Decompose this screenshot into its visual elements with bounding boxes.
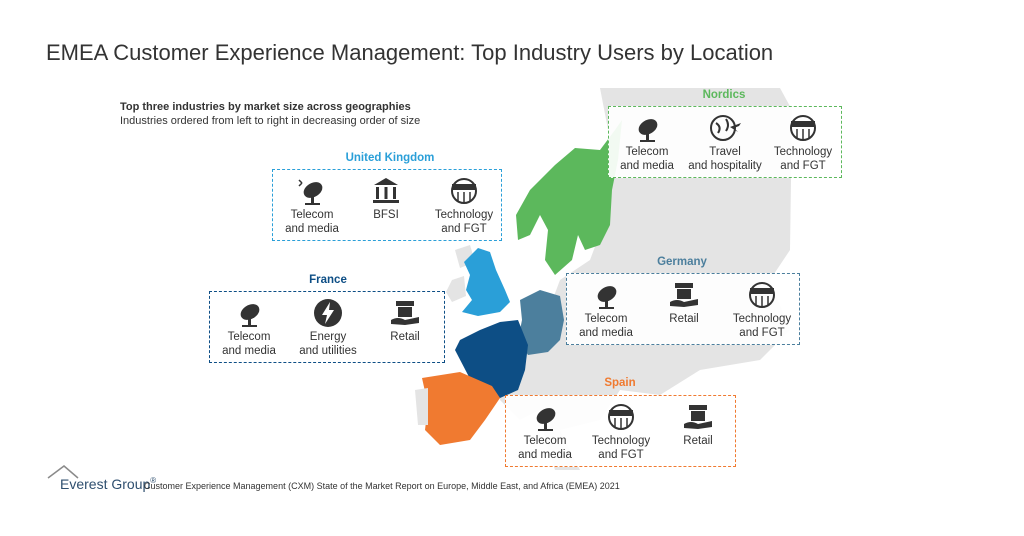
nordics-industry-3-label: Technology and FGT [773, 146, 833, 172]
nordics-industry-1: Telecom and media [602, 113, 692, 173]
technology-globe-icon [451, 178, 477, 204]
uk-region [462, 248, 510, 316]
satellite-dish-icon [298, 179, 323, 205]
uk-industry-1-label: Telecom and media [285, 209, 339, 235]
lightning-icon [314, 299, 342, 327]
spain-label: Spain [604, 377, 636, 389]
mountain-logo-icon [47, 465, 79, 479]
germany-industry-3-label: Technology and FGT [732, 313, 792, 339]
spain-industry-1-label: Telecom and media [518, 435, 572, 461]
france-industry-3: Retail [360, 298, 450, 344]
satellite-dish-icon [536, 408, 556, 431]
nordics-industry-1-label: Telecom and media [620, 146, 674, 172]
nordics-label: Nordics [702, 89, 746, 101]
germany-label: Germany [657, 256, 707, 268]
satellite-dish-icon [638, 119, 658, 142]
uk-industry-1: Telecom and media [267, 176, 357, 236]
footer: Everest Group® Customer Experience Manag… [46, 464, 746, 494]
subtitle: Industries ordered from left to right in… [120, 115, 421, 127]
uk-industry-3-label: Technology and FGT [434, 209, 494, 235]
spain-industry-3-label: Retail [683, 435, 713, 447]
france-industry-box: Telecom and media Energy and utilities Ret… [209, 291, 445, 363]
france-industry-1-label: Telecom and media [222, 331, 276, 357]
germany-industry-1-label: Telecom and media [579, 313, 633, 339]
satellite-dish-icon [597, 286, 617, 309]
france-industry-2-label: Energy and utilities [299, 331, 357, 357]
germany-industry-box: Telecom and media Retail Technology and FG… [566, 273, 800, 345]
retail-store-icon [684, 405, 712, 429]
spain-industry-2-label: Technology and FGT [591, 435, 651, 461]
france-label: France [309, 274, 347, 286]
germany-region [518, 290, 564, 355]
uk-industry-3: Technology and FGT [419, 176, 509, 236]
technology-globe-icon [790, 115, 816, 141]
uk-label: United Kingdom [345, 152, 435, 164]
bank-icon [373, 178, 399, 203]
spain-industry-box: Telecom and media Technology and FGT Retai… [505, 395, 736, 467]
france-industry-1: Telecom and media [204, 298, 294, 358]
everest-group-logo: Everest Group® [60, 476, 157, 492]
satellite-dish-icon [240, 304, 260, 327]
spain-industry-3: Retail [653, 402, 743, 448]
spain-industry-2: Technology and FGT [576, 402, 666, 462]
portugal-region [415, 388, 428, 425]
germany-industry-2: Retail [639, 280, 729, 326]
spain-industry-1: Telecom and media [500, 402, 590, 462]
retail-store-icon [670, 283, 698, 307]
germany-industry-3: Technology and FGT [717, 280, 807, 340]
nordics-industry-3: Technology and FGT [758, 113, 848, 173]
uk-industry-box: Telecom and media BFSI Technology and FGT [272, 169, 502, 241]
uk-industry-2-label: BFSI [373, 209, 399, 221]
subtitle-bold: Top three industries by market size acro… [120, 101, 411, 113]
legend-note: Top three industries by market size acro… [120, 100, 420, 128]
germany-industry-1: Telecom and media [561, 280, 651, 340]
nordics-industry-2: Travel and hospitality [680, 113, 770, 173]
technology-globe-icon [749, 282, 775, 308]
nordics-industry-box: Telecom and media Travel and hospitality T… [608, 106, 842, 178]
nordics-industry-2-label: Travel and hospitality [688, 146, 762, 172]
uk-industry-2: BFSI [341, 176, 431, 222]
ireland-region [446, 276, 466, 302]
source-note: Customer Experience Management (CXM) Sta… [144, 481, 620, 491]
france-industry-2: Energy and utilities [283, 298, 373, 358]
germany-industry-2-label: Retail [669, 313, 699, 325]
nordics-region [516, 120, 622, 275]
france-industry-3-label: Retail [390, 331, 420, 343]
page-title: EMEA Customer Experience Management: Top… [46, 40, 774, 65]
technology-globe-icon [608, 404, 634, 430]
spain-region [422, 372, 500, 445]
travel-globe-icon [710, 115, 741, 141]
retail-store-icon [391, 301, 419, 325]
